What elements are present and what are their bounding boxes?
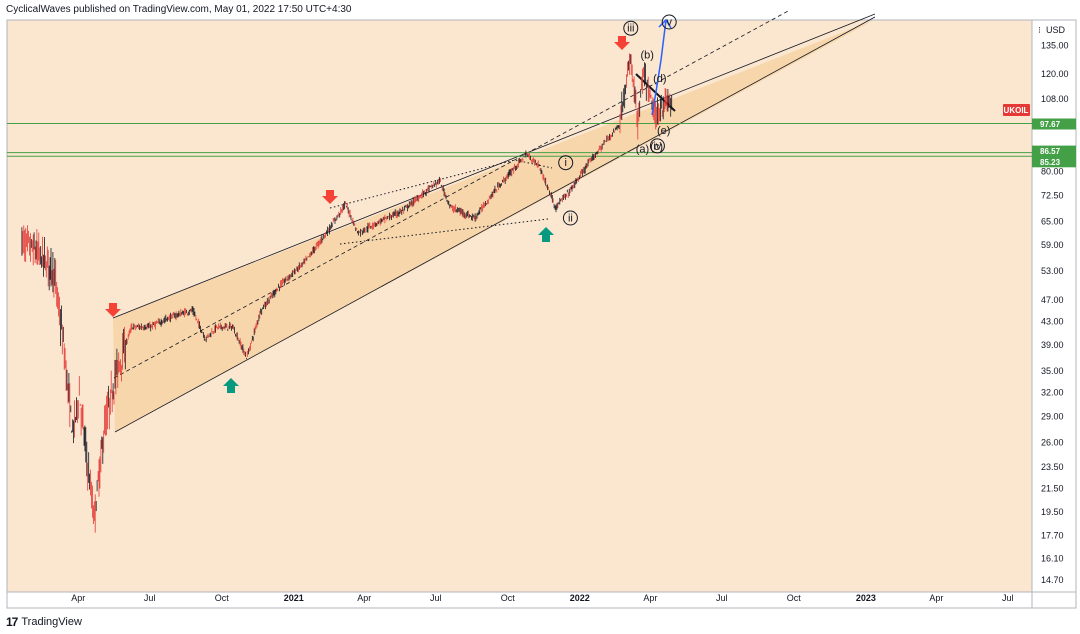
- currency-lock-icon[interactable]: ⁝: [1038, 25, 1041, 35]
- price-tick-4: 80.00: [1041, 167, 1064, 177]
- price-tick-20: 16.10: [1041, 553, 1064, 563]
- candles: [21, 53, 673, 533]
- projection-arrowhead: [658, 18, 672, 29]
- up-arrow-2021-december: [538, 227, 554, 242]
- price-level-badge-0: [1032, 118, 1076, 130]
- price-tick-10: 43.00: [1041, 316, 1064, 326]
- wave-label-a: (a): [636, 144, 649, 156]
- down-arrow-2022-march: [614, 36, 630, 50]
- channel-upper-line: [112, 13, 876, 319]
- price-tick-18: 19.50: [1041, 507, 1064, 517]
- tradingview-logo-icon: 17: [6, 615, 18, 629]
- time-tick-7: 2022: [570, 593, 590, 603]
- wave-circle-ii: [562, 210, 578, 226]
- last-price-symbol: UKOIL: [1004, 106, 1029, 115]
- price-tick-13: 32.00: [1041, 388, 1064, 398]
- price-level-value-0: 97.67: [1040, 120, 1061, 129]
- wave-label-ii: ii: [568, 213, 573, 225]
- time-tick-4: Apr: [357, 593, 371, 603]
- price-tick-9: 47.00: [1041, 295, 1064, 305]
- projection-arrow: [651, 19, 667, 116]
- wave-circle-iv: [649, 138, 665, 154]
- plot-frame: [6, 19, 1077, 609]
- last-price-badge: [1003, 104, 1030, 116]
- price-tick-17: 21.50: [1041, 484, 1064, 494]
- brand-name: TradingView: [21, 616, 82, 628]
- price-tick-11: 39.00: [1041, 340, 1064, 350]
- price-tick-16: 23.50: [1041, 462, 1064, 472]
- wave-label-e: (e): [657, 125, 670, 137]
- currency-label: USD: [1046, 25, 1066, 35]
- wave-label-c: (c): [650, 141, 663, 153]
- price-level-value-1: 86.57: [1040, 147, 1061, 156]
- price-level-value-2: 85.23: [1040, 158, 1061, 167]
- price-tick-15: 26.00: [1041, 438, 1064, 448]
- wave-circle-i: [558, 155, 574, 171]
- time-axis-ticks: Apr Jul Oct 2021 Apr Jul Oct 2022 Apr Jul Oct 2023 A…: [71, 593, 1013, 603]
- time-tick-8: Apr: [643, 593, 657, 603]
- wave-label-d: (d): [653, 73, 666, 85]
- brand-footer: 17 TradingView: [6, 615, 82, 629]
- time-tick-0: Apr: [71, 593, 85, 603]
- wave-circle-v: [661, 14, 677, 30]
- wave-circle-iii: [623, 20, 639, 36]
- price-level-badges: 97.67 86.57 85.23: [1032, 118, 1076, 168]
- channel-lower-line: [114, 16, 876, 433]
- price-level-badge-1: [1032, 145, 1076, 157]
- time-tick-1: Jul: [144, 593, 156, 603]
- wave-label-iii: iii: [627, 23, 634, 35]
- wave-label-v: v: [666, 17, 672, 29]
- up-arrow-2020-november: [223, 378, 239, 393]
- price-tick-12: 35.00: [1041, 366, 1064, 376]
- time-tick-12: Apr: [929, 593, 943, 603]
- wave-label-b: (b): [640, 50, 653, 62]
- time-tick-5: Jul: [430, 593, 442, 603]
- down-arrow-2020-june: [105, 303, 121, 317]
- price-levels: [7, 123, 1032, 157]
- price-tick-6: 65.00: [1041, 217, 1064, 227]
- price-tick-7: 59.00: [1041, 240, 1064, 250]
- wave-label-i: i: [564, 157, 566, 169]
- price-tick-21: 14.70: [1041, 575, 1064, 585]
- price-axis-background: [1032, 20, 1076, 592]
- time-tick-10: Oct: [787, 593, 802, 603]
- price-tick-19: 17.70: [1041, 530, 1064, 540]
- time-tick-9: Jul: [716, 593, 728, 603]
- triangle-lower-line: [339, 218, 549, 245]
- publisher-caption: CyclicalWaves published on TradingView.c…: [6, 4, 352, 15]
- down-arrow-2021-march: [322, 190, 338, 204]
- signal-arrows: [105, 36, 630, 393]
- wave-label-iv: iv: [653, 140, 661, 152]
- time-tick-3: 2021: [284, 593, 304, 603]
- price-tick-5: 72.50: [1041, 190, 1064, 200]
- time-tick-11: 2023: [856, 593, 876, 603]
- price-tick-0: 135.00: [1041, 40, 1069, 50]
- time-tick-6: Oct: [501, 593, 516, 603]
- price-level-badge-2: [1032, 156, 1076, 168]
- price-tick-14: 29.00: [1041, 411, 1064, 421]
- time-tick-13: Jul: [1002, 593, 1014, 603]
- time-tick-2: Oct: [215, 593, 230, 603]
- price-tick-8: 53.00: [1041, 266, 1064, 276]
- price-tick-2: 108.00: [1041, 94, 1069, 104]
- price-tick-1: 120.00: [1041, 69, 1069, 79]
- channel-median-line: [113, 9, 791, 379]
- triangle-upper-line: [329, 159, 553, 209]
